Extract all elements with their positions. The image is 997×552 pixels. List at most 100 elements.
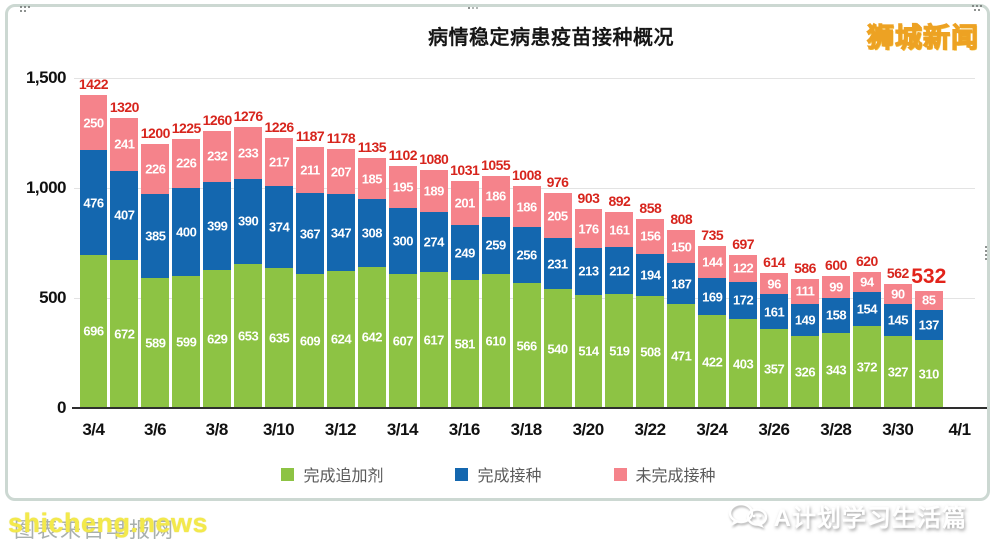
segment-value-label: 249 — [454, 245, 476, 261]
segment-value-label: 137 — [918, 317, 940, 333]
bar-segment: 85 — [914, 291, 943, 310]
bar-slot: 1200 589 385 226 — [140, 78, 171, 408]
segment-value-label: 169 — [702, 289, 723, 305]
bar-segment: 211 — [296, 146, 324, 194]
bar-segment: 607 — [388, 274, 417, 408]
segment-value-label: 642 — [361, 329, 383, 345]
bar-segment: 172 — [729, 281, 758, 320]
segment-value-label: 343 — [825, 362, 847, 378]
x-tick-label: 3/24 — [696, 420, 728, 439]
segment-value-label: 609 — [299, 333, 321, 349]
bar-total-label: 1320 — [109, 98, 140, 115]
bar-slot: 600 343 158 99 — [821, 78, 852, 408]
segment-value-label: 231 — [547, 256, 568, 272]
stacked-bar: 672 407 241 — [110, 78, 139, 408]
segment-value-label: 300 — [392, 233, 414, 249]
segment-value-label: 610 — [485, 333, 507, 349]
segment-value-label: 211 — [300, 162, 320, 178]
window-resize-dots-icon — [985, 246, 987, 248]
shicheng-news-watermark: shicheng.news — [8, 508, 209, 538]
segment-value-label: 161 — [609, 222, 630, 237]
bar-segment: 154 — [852, 292, 881, 327]
chart-title: 病情稳定病患疫苗接种概况 — [428, 27, 674, 49]
bar-segment: 635 — [265, 268, 294, 408]
bar-total-label: 586 — [794, 260, 816, 277]
bar-segment: 176 — [574, 209, 603, 249]
stacked-bar: 617 274 189 — [419, 78, 448, 408]
bar-total-label: 532 — [911, 264, 947, 288]
bar-slot: 586 326 149 111 — [790, 78, 821, 408]
bar-slot: 1226 635 374 217 — [264, 78, 295, 408]
segment-value-label: 471 — [671, 348, 692, 364]
segment-value-label: 172 — [733, 292, 754, 308]
chat-bubbles-icon — [728, 502, 767, 528]
bar-slot: 1178 624 347 207 — [326, 78, 357, 408]
x-tick-label — [666, 420, 697, 442]
legend-item-not-fully-vaccinated: 未完成接种 — [613, 462, 716, 486]
bar-segment: 609 — [296, 274, 324, 408]
bar-segment: 187 — [667, 263, 696, 305]
bar-segment: 581 — [450, 280, 479, 408]
bar-slot: 620 372 154 94 — [851, 78, 882, 408]
x-axis-line — [72, 407, 987, 409]
bar-segment: 407 — [110, 170, 139, 261]
bar-segment: 610 — [481, 273, 510, 408]
window-top-handle-dots-icon — [468, 7, 470, 9]
bar-total-label: 1135 — [357, 139, 387, 156]
x-tick-label: 3/28 — [820, 420, 852, 439]
shicheng-news-logo: 狮城新闻 — [866, 22, 979, 53]
x-tick-label — [604, 420, 635, 442]
legend-label: 完成接种 — [477, 468, 542, 485]
author-credit: A计划学习生活篇 — [728, 498, 967, 533]
bar-slot: 1320 672 407 241 — [109, 78, 140, 408]
segment-value-label: 399 — [207, 218, 228, 234]
legend: 完成追加剂 完成接种 未完成接种 — [0, 462, 997, 486]
bar-total-label: 1422 — [78, 76, 109, 93]
bar-segment: 201 — [450, 181, 479, 226]
segment-value-label: 357 — [763, 361, 785, 377]
segment-value-label: 607 — [392, 333, 414, 349]
bar-segment: 422 — [698, 315, 727, 408]
bar-segment: 672 — [110, 260, 139, 408]
segment-value-label: 187 — [671, 276, 692, 292]
x-tick-label — [418, 420, 449, 442]
bar-segment: 144 — [698, 246, 727, 278]
bar-segment: 372 — [852, 326, 881, 408]
segment-value-label: 99 — [829, 279, 843, 295]
bar-total-label: 1225 — [171, 119, 202, 136]
bar-slot: 562 327 145 90 — [882, 78, 913, 408]
x-tick-label: 3/16 — [448, 420, 481, 439]
x-tick-label: 3/14 — [386, 420, 419, 439]
segment-value-label: 256 — [516, 247, 537, 263]
segment-value-label: 308 — [361, 225, 383, 241]
segment-value-label: 629 — [207, 331, 228, 347]
segment-value-label: 233 — [238, 145, 259, 161]
bar-segment: 195 — [388, 165, 417, 209]
segment-value-label: 250 — [83, 115, 104, 131]
bar-total-label: 903 — [577, 190, 600, 207]
bar-total-label: 1055 — [481, 156, 511, 173]
window-corner-dots-icon — [972, 5, 974, 7]
stacked-bar: 624 347 207 — [327, 78, 355, 408]
bar-segment: 300 — [388, 208, 417, 275]
stacked-bar: 610 259 186 — [481, 78, 510, 408]
bar-total-label: 600 — [825, 257, 847, 273]
segment-value-label: 540 — [547, 341, 568, 357]
author-credit-label: A计划学习生活篇 — [773, 505, 967, 532]
y-tick-label: 500 — [39, 288, 66, 307]
x-tick-label — [913, 420, 944, 442]
segment-value-label: 672 — [114, 326, 135, 342]
bar-segment: 90 — [883, 284, 912, 305]
bar-segment: 137 — [914, 309, 943, 340]
bar-segment: 629 — [203, 269, 232, 408]
segment-value-label: 186 — [516, 199, 537, 215]
x-tick-label: 4/1 — [948, 420, 971, 439]
segment-value-label: 372 — [856, 359, 878, 375]
x-tick-label: 3/26 — [758, 420, 790, 439]
x-tick-label — [480, 420, 511, 442]
segment-value-label: 226 — [145, 161, 166, 177]
segment-value-label: 154 — [856, 301, 878, 317]
segment-value-label: 145 — [887, 312, 909, 328]
bar-segment: 185 — [357, 158, 386, 200]
bar-segment: 158 — [822, 297, 850, 333]
